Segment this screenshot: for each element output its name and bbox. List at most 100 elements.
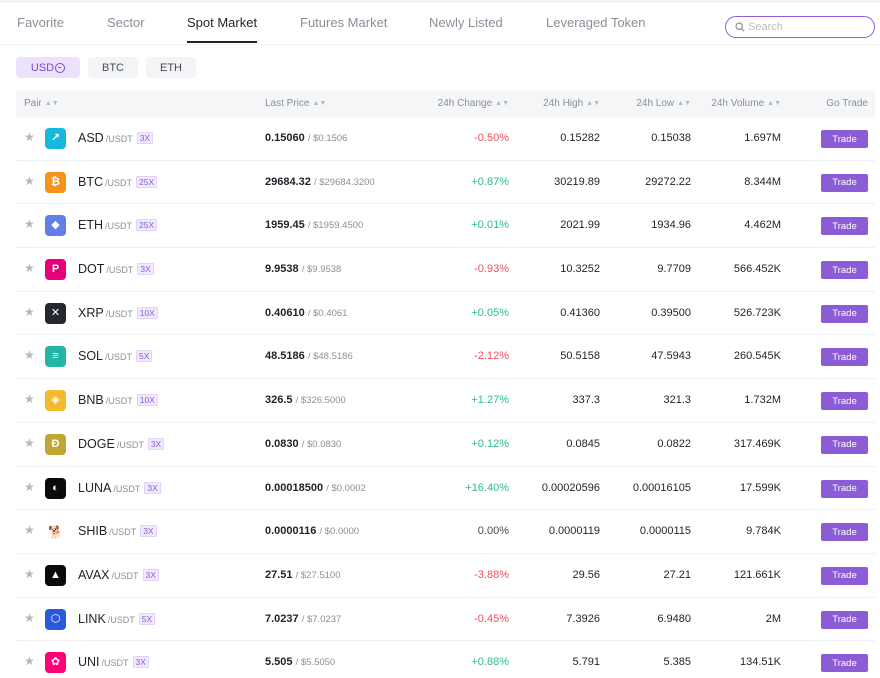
favorite-star-icon[interactable]: ★ bbox=[24, 348, 35, 363]
tab-newly-listed[interactable]: Newly Listed bbox=[429, 15, 503, 30]
last-price: 0.15060 / $0.1506 bbox=[265, 132, 347, 144]
favorite-star-icon[interactable]: ★ bbox=[24, 610, 35, 625]
pair-name[interactable]: LINK/USDT 5X bbox=[78, 612, 156, 626]
pair-name[interactable]: SOL/USDT 5X bbox=[78, 349, 153, 363]
table-row-avax[interactable]: ★ ▲ AVAX/USDT 3X 27.51 / $27.5100 -3.88% … bbox=[16, 554, 875, 598]
change-24h: +0.12% bbox=[471, 437, 509, 450]
high-24h: 50.5158 bbox=[560, 350, 600, 363]
column-last-price[interactable]: Last Price ▲▼ bbox=[265, 98, 326, 109]
trade-button[interactable]: Trade bbox=[821, 130, 868, 148]
column-24h-high[interactable]: 24h High ▲▼ bbox=[543, 98, 600, 109]
leverage-badge: 5X bbox=[136, 350, 153, 363]
pair-name[interactable]: ASD/USDT 3X bbox=[78, 131, 154, 145]
favorite-star-icon[interactable]: ★ bbox=[24, 261, 35, 276]
favorite-star-icon[interactable]: ★ bbox=[24, 566, 35, 581]
trade-button[interactable]: Trade bbox=[821, 304, 868, 323]
low-24h: 9.7709 bbox=[657, 263, 691, 276]
column-24h-low[interactable]: 24h Low ▲▼ bbox=[636, 98, 691, 109]
pair-name[interactable]: XRP/USDT 10X bbox=[78, 306, 158, 320]
pair-name[interactable]: LUNA/USDT 3X bbox=[78, 481, 161, 495]
table-row-doge[interactable]: ★ Ð DOGE/USDT 3X 0.0830 / $0.0830 +0.12% … bbox=[16, 423, 875, 467]
pair-symbol: LUNA bbox=[78, 480, 112, 495]
pair-name[interactable]: AVAX/USDT 3X bbox=[78, 568, 159, 582]
trade-button[interactable]: Trade bbox=[821, 654, 868, 673]
trade-button[interactable]: Trade bbox=[821, 479, 868, 498]
leverage-badge: 3X bbox=[147, 437, 165, 450]
table-row-sol[interactable]: ★ ≡ SOL/USDT 5X 48.5186 / $48.5186 -2.12%… bbox=[16, 335, 875, 380]
last-price-usd: / $0.0002 bbox=[326, 482, 366, 494]
favorite-star-icon[interactable]: ★ bbox=[24, 479, 35, 494]
change-24h: 0.00% bbox=[477, 525, 509, 538]
table-row-shib[interactable]: ★ 🐕 SHIB/USDT 3X 0.0000116 / $0.0000 0.00… bbox=[16, 510, 875, 554]
pair-symbol: BNB bbox=[78, 393, 104, 408]
trade-button[interactable]: Trade bbox=[821, 348, 868, 367]
quote-filter-eth[interactable]: ETH bbox=[146, 57, 196, 78]
column-24h-volume[interactable]: 24h Volume ▲▼ bbox=[711, 98, 781, 109]
pair-name[interactable]: BTC/USDT 25X bbox=[78, 175, 158, 189]
last-price: 29684.32 / $29684.3200 bbox=[265, 176, 375, 188]
last-price: 326.5 / $326.5000 bbox=[265, 394, 346, 406]
trade-button[interactable]: Trade bbox=[821, 392, 868, 411]
pair-symbol: XRP bbox=[78, 305, 104, 320]
favorite-star-icon[interactable]: ★ bbox=[24, 304, 35, 319]
table-row-dot[interactable]: ★ P DOT/USDT 3X 9.9538 / $9.9538 -0.93% 1… bbox=[16, 248, 875, 292]
pair-name[interactable]: SHIB/USDT 3X bbox=[78, 524, 157, 538]
search-icon bbox=[735, 22, 745, 32]
last-price-usd: / $0.4061 bbox=[307, 307, 348, 319]
favorite-star-icon[interactable]: ★ bbox=[24, 130, 35, 144]
column-pair[interactable]: Pair ▲▼ bbox=[24, 98, 59, 109]
table-row-uni[interactable]: ★ ✿ UNI/USDT 3X 5.505 / $5.5050 +0.88% 5.… bbox=[16, 641, 875, 678]
quote-filter-usd[interactable]: USD bbox=[16, 57, 80, 78]
last-price-usd: / $48.5186 bbox=[307, 351, 353, 363]
table-row-link[interactable]: ★ ⬡ LINK/USDT 5X 7.0237 / $7.0237 -0.45% … bbox=[16, 598, 875, 642]
leverage-badge: 25X bbox=[136, 175, 158, 188]
leverage-badge: 10X bbox=[136, 306, 158, 319]
table-row-eth[interactable]: ★ ◆ ETH/USDT 25X 1959.45 / $1959.4500 +0.… bbox=[16, 204, 875, 249]
favorite-star-icon[interactable]: ★ bbox=[24, 392, 35, 407]
tab-futures-market[interactable]: Futures Market bbox=[300, 15, 388, 30]
search-box[interactable] bbox=[725, 16, 875, 38]
high-24h: 0.0000119 bbox=[548, 525, 600, 538]
trade-button[interactable]: Trade bbox=[821, 523, 868, 542]
pair-name[interactable]: DOGE/USDT 3X bbox=[78, 437, 165, 451]
last-price-value: 0.0830 bbox=[265, 437, 299, 450]
pair-name[interactable]: UNI/USDT 3X bbox=[78, 655, 149, 669]
trade-button[interactable]: Trade bbox=[821, 566, 868, 585]
table-row-luna[interactable]: ★ ◐ LUNA/USDT 3X 0.00018500 / $0.0002 +16… bbox=[16, 467, 875, 511]
table-row-asd[interactable]: ★ ↗ ASD/USDT 3X 0.15060 / $0.1506 -0.50% … bbox=[16, 117, 875, 161]
change-24h: +0.88% bbox=[471, 656, 509, 669]
last-price-value: 0.0000116 bbox=[265, 525, 317, 538]
trade-button[interactable]: Trade bbox=[821, 261, 868, 280]
favorite-star-icon[interactable]: ★ bbox=[24, 435, 35, 450]
high-24h: 0.41360 bbox=[560, 306, 600, 319]
last-price-usd: / $29684.3200 bbox=[313, 176, 375, 188]
pair-name[interactable]: BNB/USDT 10X bbox=[78, 393, 158, 407]
tab-favorite[interactable]: Favorite bbox=[17, 15, 64, 30]
trade-button[interactable]: Trade bbox=[821, 173, 868, 192]
trade-button[interactable]: Trade bbox=[821, 217, 868, 236]
favorite-star-icon[interactable]: ★ bbox=[24, 523, 35, 538]
last-price-value: 48.5186 bbox=[265, 350, 305, 363]
tab-spot-market[interactable]: Spot Market bbox=[187, 15, 258, 43]
table-row-btc[interactable]: ★ ₿ BTC/USDT 25X 29684.32 / $29684.3200 +… bbox=[16, 161, 875, 205]
favorite-star-icon[interactable]: ★ bbox=[24, 173, 35, 188]
table-row-bnb[interactable]: ★ ◈ BNB/USDT 10X 326.5 / $326.5000 +1.27%… bbox=[16, 379, 875, 423]
pair-symbol: AVAX bbox=[78, 567, 110, 582]
last-price: 7.0237 / $7.0237 bbox=[265, 613, 341, 625]
pair-name[interactable]: ETH/USDT 25X bbox=[78, 218, 158, 232]
pair-quote: /USDT bbox=[116, 439, 144, 450]
column-24h-change[interactable]: 24h Change ▲▼ bbox=[438, 98, 509, 109]
table-row-xrp[interactable]: ★ ✕ XRP/USDT 10X 0.40610 / $0.4061 +0.05%… bbox=[16, 292, 875, 336]
favorite-star-icon[interactable]: ★ bbox=[24, 654, 35, 669]
favorite-star-icon[interactable]: ★ bbox=[24, 217, 35, 232]
high-24h: 30219.89 bbox=[554, 175, 600, 188]
quote-filter-btc[interactable]: BTC bbox=[88, 57, 138, 78]
tab-sector[interactable]: Sector bbox=[107, 15, 145, 30]
usd-coin-icon bbox=[55, 62, 66, 73]
tab-leveraged-token[interactable]: Leveraged Token bbox=[546, 15, 646, 30]
trade-button[interactable]: Trade bbox=[821, 610, 868, 629]
pair-name[interactable]: DOT/USDT 3X bbox=[78, 262, 154, 276]
trade-button[interactable]: Trade bbox=[821, 435, 868, 454]
search-input[interactable] bbox=[748, 19, 868, 35]
high-24h: 2021.99 bbox=[560, 219, 600, 232]
